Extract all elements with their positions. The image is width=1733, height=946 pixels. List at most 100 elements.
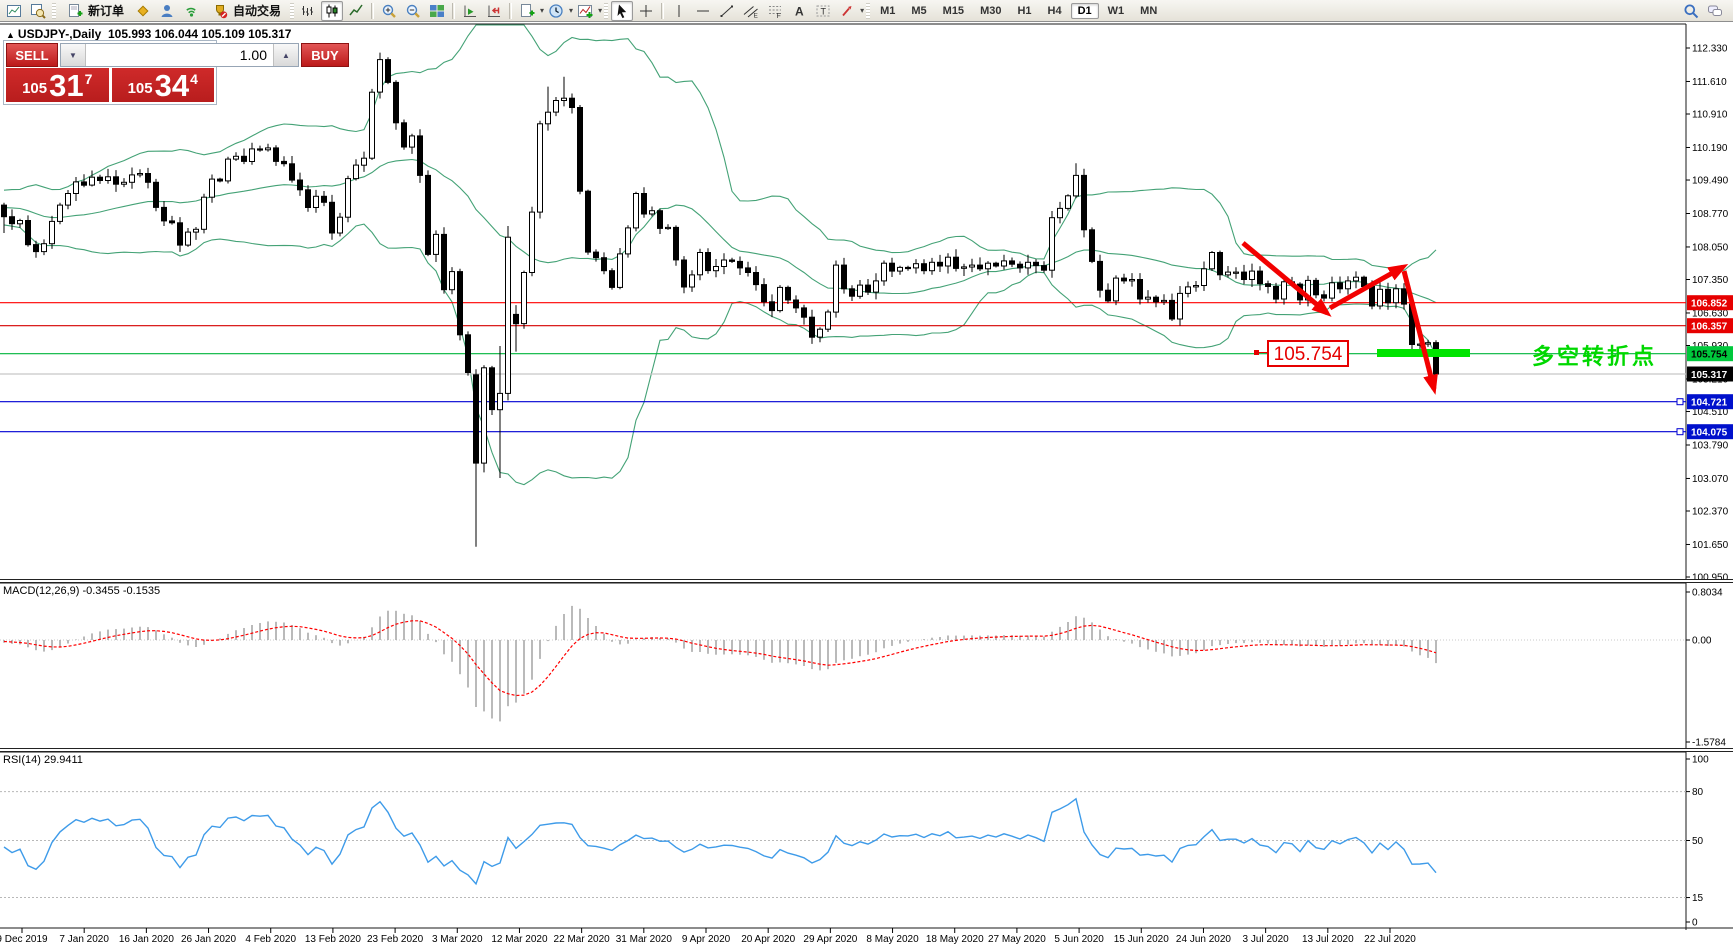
community-icon[interactable]	[156, 1, 178, 21]
cursor-icon[interactable]	[611, 0, 634, 21]
candle-body	[897, 266, 903, 272]
chat-icon[interactable]	[1704, 1, 1726, 21]
candle-body	[1105, 289, 1111, 302]
timeframe-button-m1[interactable]: M1	[880, 4, 896, 17]
chart-title: ▲ USDJPY-,Daily 105.993 106.044 105.109 1…	[6, 27, 291, 41]
candle-body	[905, 266, 911, 270]
buy-button[interactable]: BUY	[301, 43, 349, 67]
sell-button[interactable]: SELL	[6, 43, 58, 67]
panel-splitter[interactable]	[0, 748, 1733, 752]
candle-body	[1329, 282, 1335, 299]
timeframe-button-m5[interactable]: M5	[911, 4, 927, 17]
volume-decrease-button[interactable]: ▼	[61, 44, 86, 66]
sell-price-panel[interactable]: 105 31 7	[6, 68, 109, 102]
equidistant-channel-icon[interactable]: E	[740, 1, 762, 21]
volume-increase-button[interactable]: ▲	[273, 44, 298, 66]
candle-body	[185, 231, 191, 246]
candle-body	[1081, 174, 1087, 231]
search-icon[interactable]	[1680, 1, 1702, 21]
tile-windows-icon[interactable]	[426, 1, 448, 21]
profile-search-icon[interactable]	[27, 1, 49, 21]
timeframe-button-d1[interactable]: D1	[1070, 2, 1099, 19]
text-label-icon[interactable]: T	[812, 1, 834, 21]
axis-label: 106.630	[1692, 308, 1729, 319]
volume-input[interactable]	[86, 44, 273, 66]
dropdown-caret[interactable]: ▾	[540, 6, 545, 15]
line-chart-icon[interactable]	[345, 1, 367, 21]
candle-body	[1225, 271, 1231, 276]
sell-price-big: 31	[49, 68, 84, 104]
text-icon[interactable]: A	[788, 1, 810, 21]
candle-body	[681, 259, 687, 288]
signals-icon[interactable]	[180, 1, 202, 21]
candle-body	[1057, 207, 1063, 219]
candle-body	[953, 256, 959, 269]
macd-title: MACD(12,26,9) -0.3455 -0.1535	[3, 585, 161, 597]
dropdown-caret[interactable]: ▾	[860, 6, 865, 15]
timeframe-button-h4[interactable]: H4	[1047, 4, 1062, 17]
axis-label: 103.070	[1692, 474, 1729, 485]
new-order-button[interactable]: 新订单	[59, 1, 130, 21]
trend-arrow-2[interactable]	[1328, 264, 1409, 311]
price-tag	[1687, 394, 1733, 410]
candle-body	[265, 147, 271, 151]
templates-icon[interactable]	[516, 1, 538, 21]
dropdown-caret[interactable]: ▾	[598, 6, 603, 15]
toolbar-grip	[52, 2, 56, 19]
zoom-in-icon[interactable]	[378, 1, 400, 21]
candle-body	[1217, 252, 1223, 276]
fibonacci-icon[interactable]: F	[764, 1, 786, 21]
auto-trading-button[interactable]: 自动交易	[204, 1, 287, 21]
price-callout-box[interactable]	[1267, 340, 1349, 367]
candle-body	[1249, 270, 1255, 281]
candle-body	[17, 220, 23, 225]
candle-body	[1017, 263, 1023, 269]
auto-scroll-icon[interactable]	[459, 1, 481, 21]
candle-body	[929, 261, 935, 272]
candle-body	[809, 316, 815, 338]
callout-anchor[interactable]	[1254, 350, 1259, 355]
one-click-trading-panel: SELL ▼ ▲ BUY 105 31 7 105 34 4	[3, 40, 349, 105]
line-handle[interactable]	[1676, 398, 1684, 406]
axis-label: 0	[1692, 918, 1698, 929]
candle-body	[313, 195, 319, 209]
dropdown-caret[interactable]: ▾	[569, 6, 574, 15]
candle-body	[161, 206, 167, 222]
turning-point-note[interactable]: 多空转折点	[1532, 344, 1657, 369]
bb-lower	[3, 223, 1437, 486]
periods-icon[interactable]	[545, 1, 567, 21]
open-chart-icon[interactable]	[3, 1, 25, 21]
candlestick-chart-icon[interactable]	[321, 0, 344, 21]
chart-shift-icon[interactable]	[483, 1, 505, 21]
trend-arrow-3[interactable]	[1401, 270, 1438, 395]
arrows-icon[interactable]	[836, 1, 858, 21]
candle-body	[89, 176, 95, 186]
timeframe-button-m30[interactable]: M30	[980, 4, 1002, 17]
timeframe-button-w1[interactable]: W1	[1107, 4, 1125, 17]
panel-splitter[interactable]	[0, 579, 1733, 583]
crosshair-icon[interactable]	[635, 1, 657, 21]
candle-body	[577, 107, 583, 192]
trend-arrow-1[interactable]	[1241, 241, 1332, 317]
axis-label: 101.650	[1692, 540, 1729, 551]
market-icon[interactable]	[132, 1, 154, 21]
line-handle[interactable]	[1676, 428, 1684, 436]
svg-text:A: A	[795, 4, 804, 18]
timeframe-button-mn[interactable]: MN	[1140, 4, 1158, 17]
candle-body	[441, 233, 447, 291]
zoom-out-icon[interactable]	[402, 1, 424, 21]
trendline-icon[interactable]	[716, 1, 738, 21]
bar-chart-icon[interactable]	[297, 1, 319, 21]
candle-body	[665, 226, 671, 230]
indicators-icon[interactable]	[574, 1, 596, 21]
timeframe-button-h1[interactable]: H1	[1017, 4, 1032, 17]
candle-body	[977, 264, 983, 270]
candle-body	[545, 111, 551, 125]
vertical-line-icon[interactable]	[668, 1, 690, 21]
candle-body	[393, 81, 399, 124]
svg-text:E: E	[754, 12, 759, 19]
macd-signal-line	[3, 620, 1437, 697]
timeframe-button-m15[interactable]: M15	[942, 4, 965, 17]
horizontal-line-icon[interactable]	[692, 1, 714, 21]
buy-price-panel[interactable]: 105 34 4	[111, 68, 214, 102]
